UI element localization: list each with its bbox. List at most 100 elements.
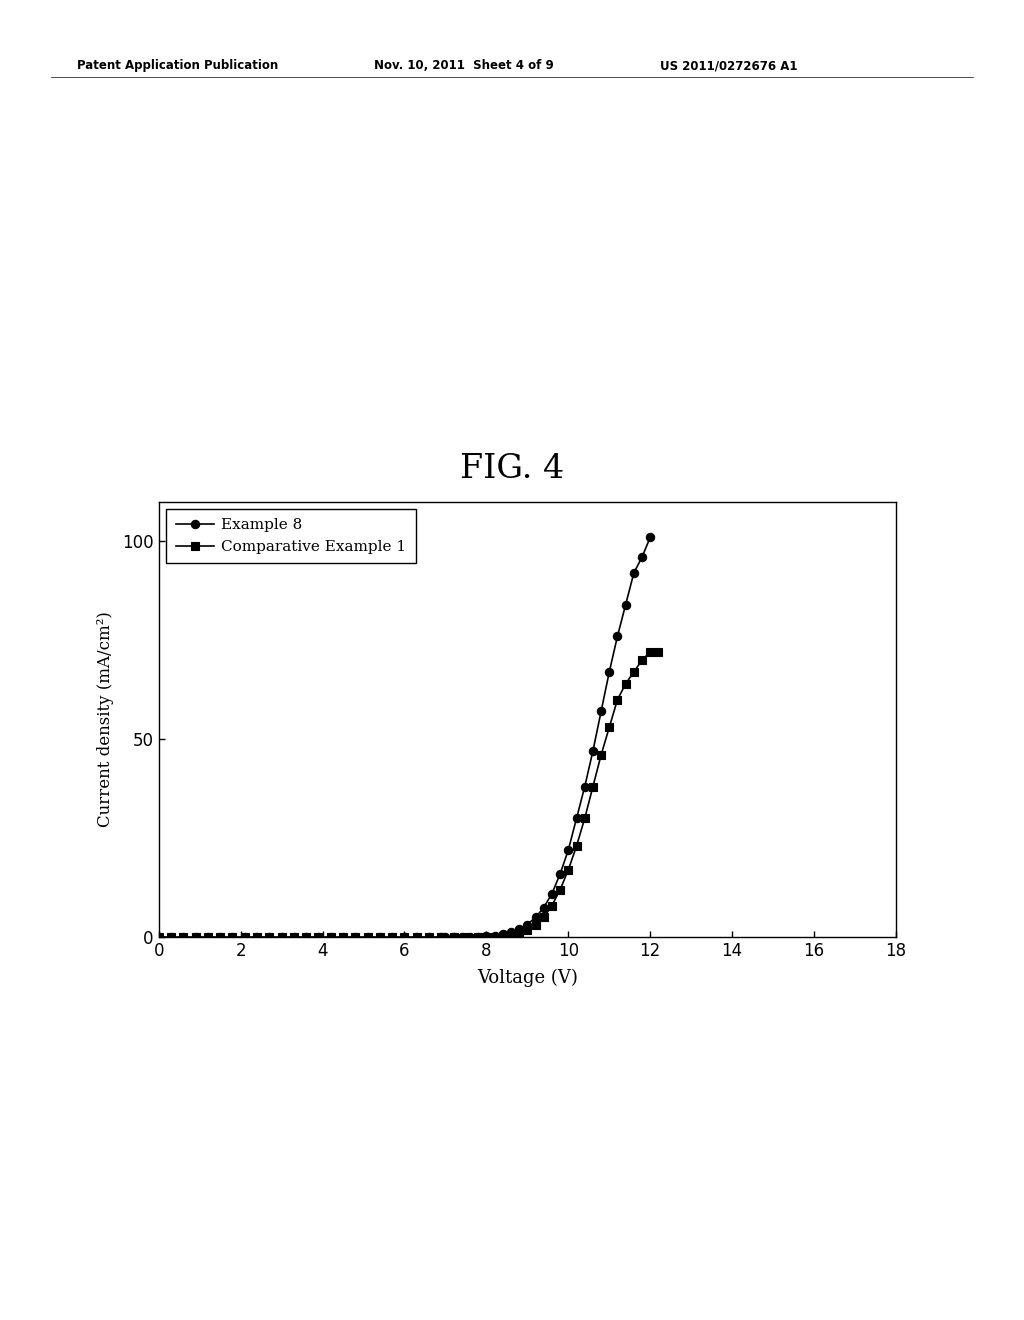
Comparative Example 1 (177, 929, 189, 945)
Example 8 (464, 929, 476, 945)
Example 8 (189, 929, 202, 945)
Comparative Example 1 (165, 929, 177, 945)
Example 8 (521, 916, 534, 932)
Comparative Example 1 (628, 664, 640, 680)
Example 8 (644, 529, 656, 545)
Example 8 (472, 929, 484, 945)
Example 8 (361, 929, 374, 945)
Comparative Example 1 (513, 925, 525, 941)
Example 8 (423, 929, 435, 945)
Example 8 (497, 927, 509, 942)
Comparative Example 1 (652, 644, 665, 660)
Example 8 (312, 929, 325, 945)
X-axis label: Voltage (V): Voltage (V) (477, 969, 578, 986)
Comparative Example 1 (361, 929, 374, 945)
Comparative Example 1 (300, 929, 312, 945)
Comparative Example 1 (239, 929, 251, 945)
Comparative Example 1 (275, 929, 288, 945)
Line: Comparative Example 1: Comparative Example 1 (155, 648, 663, 941)
Example 8 (480, 928, 493, 944)
Example 8 (165, 929, 177, 945)
Comparative Example 1 (497, 928, 509, 944)
Example 8 (538, 900, 550, 916)
Example 8 (300, 929, 312, 945)
Example 8 (579, 779, 591, 795)
Example 8 (239, 929, 251, 945)
Comparative Example 1 (263, 929, 275, 945)
Legend: Example 8, Comparative Example 1: Example 8, Comparative Example 1 (166, 510, 416, 564)
Example 8 (263, 929, 275, 945)
Comparative Example 1 (153, 929, 165, 945)
Comparative Example 1 (480, 929, 493, 945)
Line: Example 8: Example 8 (155, 533, 654, 941)
Comparative Example 1 (411, 929, 423, 945)
Comparative Example 1 (644, 644, 656, 660)
Comparative Example 1 (214, 929, 226, 945)
Example 8 (603, 664, 615, 680)
Example 8 (570, 810, 583, 826)
Example 8 (554, 866, 566, 882)
Comparative Example 1 (579, 810, 591, 826)
Comparative Example 1 (521, 923, 534, 939)
Comparative Example 1 (636, 652, 648, 668)
Text: US 2011/0272676 A1: US 2011/0272676 A1 (660, 59, 798, 73)
Example 8 (337, 929, 349, 945)
Comparative Example 1 (472, 929, 484, 945)
Comparative Example 1 (554, 882, 566, 898)
Example 8 (386, 929, 398, 945)
Example 8 (456, 929, 468, 945)
Comparative Example 1 (595, 747, 607, 763)
Comparative Example 1 (529, 917, 542, 933)
Comparative Example 1 (337, 929, 349, 945)
Comparative Example 1 (374, 929, 386, 945)
Example 8 (611, 628, 624, 644)
Example 8 (628, 565, 640, 581)
Example 8 (505, 924, 517, 940)
Comparative Example 1 (349, 929, 361, 945)
Example 8 (288, 929, 300, 945)
Comparative Example 1 (603, 719, 615, 735)
Comparative Example 1 (189, 929, 202, 945)
Example 8 (214, 929, 226, 945)
Example 8 (202, 929, 214, 945)
Example 8 (435, 929, 447, 945)
Example 8 (447, 929, 460, 945)
Comparative Example 1 (546, 898, 558, 913)
Comparative Example 1 (251, 929, 263, 945)
Text: Nov. 10, 2011  Sheet 4 of 9: Nov. 10, 2011 Sheet 4 of 9 (374, 59, 554, 73)
Text: Patent Application Publication: Patent Application Publication (77, 59, 279, 73)
Text: FIG. 4: FIG. 4 (460, 453, 564, 484)
Comparative Example 1 (435, 929, 447, 945)
Example 8 (620, 597, 632, 612)
Example 8 (488, 928, 501, 944)
Example 8 (587, 743, 599, 759)
Example 8 (595, 704, 607, 719)
Example 8 (251, 929, 263, 945)
Comparative Example 1 (570, 838, 583, 854)
Comparative Example 1 (288, 929, 300, 945)
Example 8 (411, 929, 423, 945)
Comparative Example 1 (587, 779, 599, 795)
Example 8 (177, 929, 189, 945)
Comparative Example 1 (325, 929, 337, 945)
Comparative Example 1 (398, 929, 411, 945)
Comparative Example 1 (488, 929, 501, 945)
Example 8 (153, 929, 165, 945)
Example 8 (529, 909, 542, 925)
Example 8 (439, 929, 452, 945)
Comparative Example 1 (460, 929, 472, 945)
Comparative Example 1 (562, 862, 574, 878)
Example 8 (562, 842, 574, 858)
Example 8 (226, 929, 239, 945)
Comparative Example 1 (423, 929, 435, 945)
Example 8 (636, 549, 648, 565)
Example 8 (349, 929, 361, 945)
Example 8 (275, 929, 288, 945)
Comparative Example 1 (202, 929, 214, 945)
Example 8 (325, 929, 337, 945)
Example 8 (513, 921, 525, 937)
Comparative Example 1 (611, 692, 624, 708)
Comparative Example 1 (226, 929, 239, 945)
Comparative Example 1 (386, 929, 398, 945)
Y-axis label: Current density (mA/cm²): Current density (mA/cm²) (97, 611, 114, 828)
